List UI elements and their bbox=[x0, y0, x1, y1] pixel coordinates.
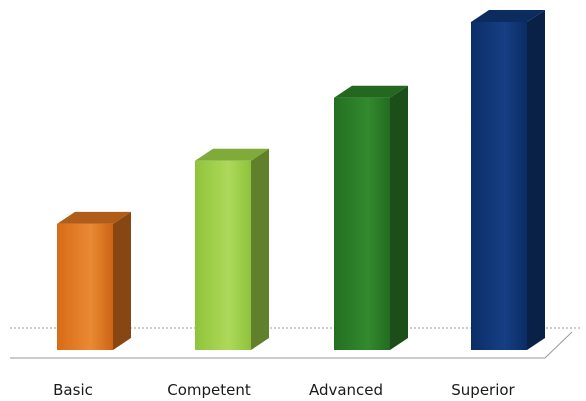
bar-competent bbox=[195, 148, 269, 350]
bar-advanced bbox=[334, 85, 408, 350]
chart-floor bbox=[10, 327, 580, 359]
category-label-superior: Superior bbox=[451, 381, 515, 399]
bar-superior bbox=[471, 10, 545, 350]
bar-top-superior bbox=[471, 10, 545, 22]
bar-front-superior bbox=[471, 22, 527, 350]
category-label-basic: Basic bbox=[53, 381, 93, 399]
bar-top-advanced bbox=[334, 85, 408, 98]
bar-basic bbox=[57, 211, 131, 350]
category-labels: Basic Competent Advanced Superior bbox=[53, 381, 515, 399]
bar-side-basic bbox=[113, 211, 131, 350]
category-label-advanced: Advanced bbox=[309, 381, 383, 399]
bars-group bbox=[57, 10, 545, 350]
bar-side-superior bbox=[527, 10, 545, 350]
bar-front-competent bbox=[195, 160, 251, 350]
bar-top-competent bbox=[195, 148, 269, 161]
floor-side-line bbox=[544, 331, 573, 359]
category-label-competent: Competent bbox=[167, 381, 251, 399]
bar-front-advanced bbox=[334, 97, 390, 350]
bar-front-basic bbox=[57, 223, 113, 350]
bar-side-competent bbox=[251, 148, 269, 350]
bar-top-basic bbox=[57, 211, 131, 224]
bar-side-advanced bbox=[390, 85, 408, 350]
